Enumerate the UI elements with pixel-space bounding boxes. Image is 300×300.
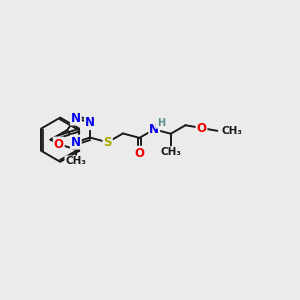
Text: O: O [196, 122, 206, 134]
Text: CH₃: CH₃ [222, 126, 243, 136]
Text: N: N [71, 112, 81, 124]
Text: CH₃: CH₃ [160, 147, 181, 157]
Text: O: O [54, 137, 64, 151]
Text: O: O [134, 147, 144, 160]
Text: N: N [71, 136, 81, 149]
Text: N: N [85, 116, 95, 129]
Text: H: H [157, 118, 165, 128]
Text: CH₃: CH₃ [65, 156, 86, 166]
Text: N: N [149, 123, 159, 136]
Text: S: S [103, 136, 112, 149]
